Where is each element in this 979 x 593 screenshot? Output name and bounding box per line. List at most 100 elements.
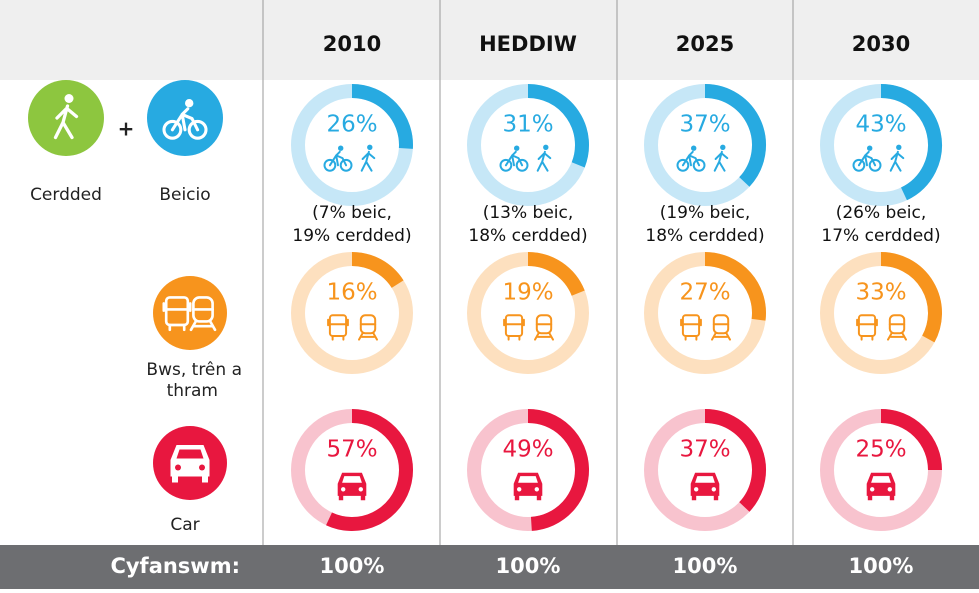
bus-icon: [327, 314, 349, 341]
total-value: 100%: [496, 554, 561, 578]
donut-arc: [351, 84, 413, 149]
donut-arc: [880, 84, 942, 201]
share-label: 19%: [502, 280, 553, 306]
bus-icon: [503, 314, 525, 341]
wheel: [187, 119, 208, 140]
train-detail: [887, 323, 907, 341]
walk-icon: [536, 144, 552, 172]
car-window: [695, 476, 715, 483]
bus-icon: [680, 314, 702, 341]
train-detail: [358, 323, 378, 341]
wheel: [676, 158, 690, 172]
total-value: 100%: [320, 554, 385, 578]
car-icon: [866, 472, 896, 501]
frame: [857, 150, 877, 167]
car-window: [518, 476, 538, 483]
car-light: [517, 487, 522, 492]
wheel: [162, 119, 183, 140]
share-note: 19% cerdded): [292, 226, 411, 246]
head: [867, 145, 873, 151]
body: [536, 150, 552, 172]
car-window: [342, 476, 362, 483]
train-detail: [189, 308, 217, 332]
train-icon: [711, 314, 731, 341]
car-light: [711, 487, 716, 492]
walk-icon: [713, 144, 729, 172]
head: [691, 145, 697, 151]
share-label: 16%: [326, 280, 377, 306]
donut-arc: [326, 409, 413, 531]
plus-sign: +: [118, 117, 135, 141]
bus-body: [164, 296, 190, 327]
body: [713, 150, 729, 172]
share-label: 37%: [679, 437, 730, 463]
car-icon: [337, 472, 367, 501]
share-label: 43%: [855, 112, 906, 138]
column-header: HEDDIW: [479, 32, 577, 56]
wheel: [868, 158, 882, 172]
bus-body: [857, 314, 877, 337]
share-label: 33%: [855, 280, 906, 306]
car-window: [176, 449, 204, 459]
bus-detail: [856, 318, 878, 341]
share-label: 31%: [502, 112, 553, 138]
share-note: (19% beic,: [660, 203, 751, 223]
car-light: [199, 464, 205, 471]
mode-label: Beicio: [159, 185, 210, 205]
donut-arc: [704, 409, 766, 512]
column-header: 2030: [852, 32, 910, 56]
bike-icon: [499, 145, 529, 172]
donut-arc: [880, 409, 942, 471]
bike-icon: [162, 99, 208, 140]
head: [338, 145, 344, 151]
bike-badge: [147, 80, 223, 156]
total-label: Cyfanswm:: [110, 554, 240, 578]
share-note: (26% beic,: [836, 203, 927, 223]
bus-body: [681, 314, 701, 337]
donut-arc: [351, 252, 404, 289]
train-icon: [534, 314, 554, 341]
car-light: [887, 487, 892, 492]
total-value: 100%: [849, 554, 914, 578]
bus-detail: [503, 318, 525, 341]
head: [543, 144, 549, 150]
car-window: [871, 476, 891, 483]
frame: [170, 107, 200, 132]
train-detail: [711, 323, 731, 341]
donut-arc: [527, 252, 585, 296]
wheel: [323, 158, 337, 172]
car-light: [341, 487, 346, 492]
bus-detail: [680, 318, 702, 341]
frame: [328, 150, 348, 167]
column-dividers: [262, 0, 794, 545]
bus-detail: [327, 318, 349, 341]
frame: [681, 150, 701, 167]
bus-icon: [162, 296, 192, 332]
bike-icon: [323, 145, 353, 172]
column-header: 2025: [676, 32, 734, 56]
share-note: 17% cerdded): [821, 226, 940, 246]
mode-label: Cerdded: [30, 185, 102, 205]
car-icon: [513, 472, 543, 501]
wheel: [515, 158, 529, 172]
bike-icon: [852, 145, 882, 172]
body: [360, 150, 376, 172]
mode-label: thram: [167, 381, 218, 401]
car-light: [694, 487, 699, 492]
bus-body: [504, 314, 524, 337]
car-light: [534, 487, 539, 492]
share-note: 18% cerdded): [468, 226, 587, 246]
share-note: (7% beic,: [312, 203, 392, 223]
bus-detail: [162, 302, 192, 332]
donut-arc: [527, 409, 589, 531]
head: [514, 145, 520, 151]
frame: [504, 150, 524, 167]
column-header: 2010: [323, 32, 381, 56]
walk-badge: [28, 80, 104, 156]
body: [53, 104, 79, 140]
wheel: [339, 158, 353, 172]
header-band: [0, 0, 979, 80]
donut-arc: [704, 252, 766, 321]
car-icon: [690, 472, 720, 501]
